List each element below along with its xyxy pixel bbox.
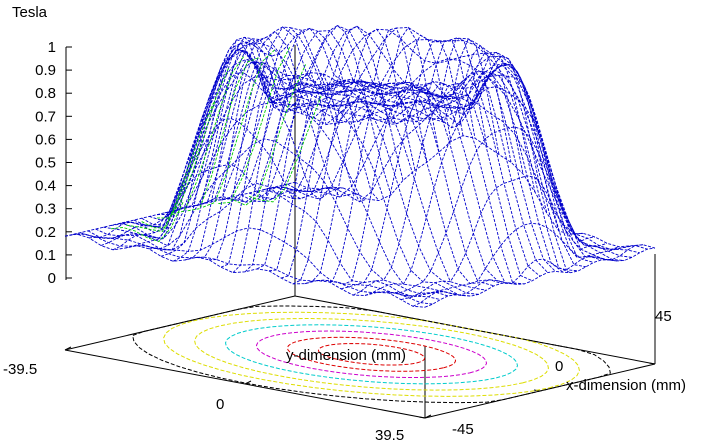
mesh-line-u (88, 164, 320, 239)
underside-line (126, 147, 199, 233)
x-tick-max: 45 (655, 308, 672, 325)
mesh-line-v (156, 42, 518, 285)
mesh-line-u (220, 34, 452, 268)
mesh-line-v (294, 135, 656, 249)
mesh-line-v (248, 25, 610, 261)
mesh-line-v (80, 227, 441, 301)
mesh-line-v (225, 27, 587, 268)
x-tick-mark (648, 362, 656, 365)
mesh-line-u (424, 247, 656, 308)
z-tick-label: 0.8 (35, 85, 56, 102)
z-axis-ticks: 0 0.1 0.2 0.3 0.4 0.5 0.6 0.7 0.8 0.9 1 (35, 39, 72, 287)
mesh-line-v (210, 26, 571, 274)
axis-labels: Tesla y-dimension (mm) x-dimension (mm) … (3, 4, 686, 442)
mesh-line-u (136, 26, 368, 249)
y-tick-mark (424, 414, 432, 419)
mesh-line-v (87, 182, 449, 297)
contour-level-0.6 (255, 330, 488, 379)
contour-level-0.5 (224, 324, 519, 385)
contour-level-0.8 (317, 343, 426, 366)
x-tick-mark (418, 416, 426, 419)
x-axis-label: x-dimension (mm) (566, 377, 686, 394)
z-tick-label: 0.9 (35, 62, 56, 79)
underside-line (187, 56, 260, 212)
mesh-line-v (64, 233, 426, 308)
mesh-line-v (256, 28, 617, 262)
mesh-line-v (241, 25, 602, 261)
mesh-line-v (141, 48, 502, 284)
mesh-line-v (72, 233, 433, 305)
mesh-line-v (264, 27, 625, 261)
z-tick-label: 0.6 (35, 131, 56, 148)
mesh-line-v (287, 92, 648, 250)
mesh-line-u (400, 222, 632, 301)
underside-line (248, 95, 322, 203)
z-tick-label: 0.3 (35, 201, 56, 218)
contour-level-0.7 (286, 336, 457, 372)
z-tick-label: 0.1 (35, 247, 56, 264)
mesh-line-v (195, 36, 556, 272)
mesh-line-v (133, 50, 495, 287)
underside-line (202, 49, 276, 208)
mesh-line-u (172, 25, 404, 262)
underside-line (218, 45, 291, 205)
mesh-line-u (232, 40, 464, 273)
mesh-line-v (172, 36, 533, 282)
mesh-line-v (164, 39, 525, 285)
z-axis-label: Tesla (12, 4, 48, 21)
z-tick-label: 0.5 (35, 155, 56, 172)
mesh-line-v (271, 39, 633, 258)
mesh-line-u (388, 175, 620, 297)
surface-mesh (64, 25, 656, 308)
mesh-line-v (179, 38, 541, 277)
mesh-line-v (149, 49, 510, 284)
z-tick-label: 0.4 (35, 178, 56, 195)
underside-line (172, 55, 245, 215)
y-tick-mid: 0 (216, 396, 224, 413)
underside-line (156, 66, 230, 219)
mesh-line-v (279, 58, 640, 254)
mesh-line-v (233, 30, 594, 263)
mesh-line-v (187, 38, 548, 273)
base-contours (132, 305, 611, 404)
mesh-line-u (208, 26, 440, 261)
contour-level-0.4 (194, 317, 549, 391)
y-tick-mark (64, 346, 72, 351)
y-axis-label: y-dimension (mm) (286, 347, 406, 364)
z-tick-label: 0.2 (35, 224, 56, 241)
underside-line (233, 64, 307, 206)
y-tick-min: -39.5 (3, 361, 37, 378)
contour-level-0.2 (132, 305, 611, 404)
x-tick-min: -45 (452, 421, 474, 438)
z-tick-label: 0 (48, 270, 56, 287)
underside-line (110, 201, 184, 243)
y-tick-mark (244, 380, 252, 385)
z-tick-label: 1 (48, 39, 56, 56)
mesh-line-v (103, 101, 464, 297)
y-tick-max: 39.5 (375, 427, 404, 442)
x-tick-mid: 0 (555, 358, 563, 375)
mesh-line-v (218, 27, 579, 272)
mesh-line-u (268, 38, 500, 272)
mesh-line-u (256, 37, 488, 270)
z-tick-label: 0.7 (35, 108, 56, 125)
contour-level-0.3 (163, 311, 580, 397)
